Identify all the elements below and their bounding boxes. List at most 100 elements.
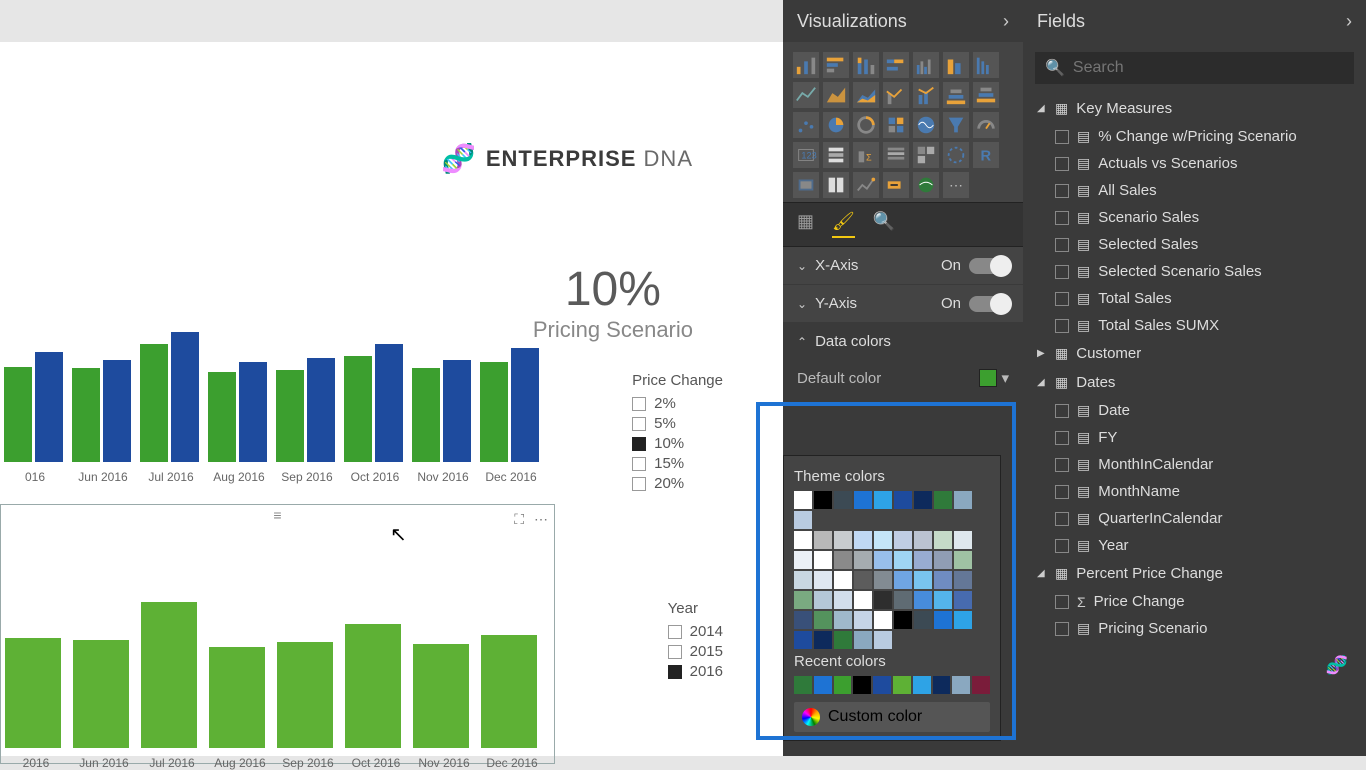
expand-down-icon[interactable]: ◢ xyxy=(1037,568,1047,579)
bar[interactable] xyxy=(72,368,100,462)
bar-group[interactable] xyxy=(73,640,135,748)
focus-mode-icon[interactable]: ⛶ xyxy=(514,511,524,528)
viz-type-icon[interactable] xyxy=(853,82,879,108)
color-swatch[interactable] xyxy=(794,511,812,529)
color-swatch[interactable] xyxy=(814,571,832,589)
field-item[interactable]: ▤Total Sales SUMX xyxy=(1027,312,1362,339)
color-swatch[interactable] xyxy=(814,491,832,509)
bar[interactable] xyxy=(375,344,403,462)
color-swatch[interactable] xyxy=(874,571,892,589)
bar[interactable] xyxy=(277,642,333,748)
bar-group[interactable] xyxy=(5,638,67,748)
color-swatch[interactable] xyxy=(834,571,852,589)
field-item[interactable]: ▤Year xyxy=(1027,532,1362,559)
search-input[interactable] xyxy=(1073,59,1344,77)
viz-type-icon[interactable] xyxy=(853,112,879,138)
bar[interactable] xyxy=(73,640,129,748)
viz-type-icon[interactable] xyxy=(793,112,819,138)
color-swatch[interactable] xyxy=(874,551,892,569)
viz-type-icon[interactable] xyxy=(793,52,819,78)
recent-color-swatch[interactable] xyxy=(814,676,832,694)
field-table[interactable]: ◢▦Key Measures xyxy=(1027,94,1362,123)
color-swatch[interactable] xyxy=(794,531,812,549)
color-swatch[interactable] xyxy=(934,551,952,569)
color-swatch[interactable] xyxy=(954,491,972,509)
bar[interactable] xyxy=(140,344,168,462)
color-swatch[interactable] xyxy=(854,491,872,509)
color-swatch[interactable] xyxy=(874,631,892,649)
toggle-switch[interactable] xyxy=(969,296,1009,312)
slicer-option[interactable]: 2015 xyxy=(668,643,723,660)
viz-type-icon[interactable] xyxy=(883,112,909,138)
expand-down-icon[interactable]: ◢ xyxy=(1037,103,1047,114)
viz-type-icon[interactable] xyxy=(883,172,909,198)
viz-type-icon[interactable] xyxy=(913,142,939,168)
checkbox-icon[interactable] xyxy=(1055,265,1069,279)
bar-group[interactable] xyxy=(4,352,66,462)
color-swatch[interactable] xyxy=(834,531,852,549)
bar[interactable] xyxy=(4,367,32,462)
checkbox-icon[interactable] xyxy=(1055,512,1069,526)
format-section-xaxis[interactable]: ⌄X-Axis On xyxy=(783,247,1023,285)
recent-color-swatch[interactable] xyxy=(853,676,871,694)
color-swatch[interactable] xyxy=(894,531,912,549)
color-swatch[interactable] xyxy=(934,611,952,629)
checkbox-icon[interactable] xyxy=(1055,404,1069,418)
viz-type-icon[interactable] xyxy=(793,82,819,108)
color-swatch[interactable] xyxy=(914,491,932,509)
bar-group[interactable] xyxy=(72,360,134,462)
bar-group[interactable] xyxy=(208,362,270,462)
color-swatch[interactable] xyxy=(874,491,892,509)
recent-color-swatch[interactable] xyxy=(952,676,970,694)
color-swatch[interactable] xyxy=(874,531,892,549)
checkbox-icon[interactable] xyxy=(1055,292,1069,306)
viz-type-icon[interactable]: R xyxy=(973,142,999,168)
color-swatch[interactable] xyxy=(814,611,832,629)
checkbox-icon[interactable] xyxy=(1055,595,1069,609)
bar[interactable] xyxy=(511,348,539,462)
bar-group[interactable] xyxy=(480,348,542,462)
color-swatch[interactable] xyxy=(934,591,952,609)
color-swatch[interactable] xyxy=(814,631,832,649)
format-section-yaxis[interactable]: ⌄Y-Axis On xyxy=(783,285,1023,323)
field-item[interactable]: ▤Actuals vs Scenarios xyxy=(1027,150,1362,177)
bar-group[interactable] xyxy=(413,644,475,748)
color-swatch[interactable] xyxy=(854,571,872,589)
viz-type-icon[interactable] xyxy=(973,52,999,78)
field-item[interactable]: ▤% Change w/Pricing Scenario xyxy=(1027,123,1362,150)
color-swatch[interactable] xyxy=(854,531,872,549)
bar[interactable] xyxy=(141,602,197,748)
selected-visual-frame[interactable]: ≡ ⛶ ⋯ 2016Jun 2016Jul 2016Aug 2016Sep 20… xyxy=(0,504,555,764)
color-swatch[interactable] xyxy=(914,531,932,549)
panel-header-fields[interactable]: Fields › xyxy=(1023,0,1366,42)
color-swatch[interactable] xyxy=(894,611,912,629)
color-swatch[interactable] xyxy=(914,551,932,569)
viz-type-icon[interactable] xyxy=(883,82,909,108)
field-item[interactable]: ▤Selected Scenario Sales xyxy=(1027,258,1362,285)
checkbox-icon[interactable] xyxy=(1055,157,1069,171)
format-section-datacolors[interactable]: ⌃Data colors xyxy=(783,323,1023,361)
checkbox-icon[interactable] xyxy=(632,417,646,431)
bar-group[interactable] xyxy=(344,344,406,462)
color-swatch[interactable] xyxy=(854,591,872,609)
color-swatch[interactable] xyxy=(954,571,972,589)
bar-group[interactable] xyxy=(412,360,474,462)
viz-type-icon[interactable] xyxy=(823,142,849,168)
drag-handle-icon[interactable]: ≡ xyxy=(273,507,281,523)
bar[interactable] xyxy=(345,624,401,748)
color-swatch[interactable] xyxy=(834,591,852,609)
viz-type-icon[interactable] xyxy=(883,142,909,168)
viz-type-icon[interactable] xyxy=(823,82,849,108)
slicer-option[interactable]: 20% xyxy=(632,475,723,492)
viz-type-icon[interactable] xyxy=(823,172,849,198)
color-swatch[interactable] xyxy=(954,551,972,569)
checkbox-icon[interactable] xyxy=(632,457,646,471)
field-item[interactable]: ΣPrice Change xyxy=(1027,588,1362,615)
bar[interactable] xyxy=(307,358,335,462)
color-swatch[interactable] xyxy=(894,551,912,569)
color-swatch[interactable] xyxy=(954,531,972,549)
field-item[interactable]: ▤All Sales xyxy=(1027,177,1362,204)
checkbox-icon[interactable] xyxy=(668,645,682,659)
bar[interactable] xyxy=(413,644,469,748)
checkbox-icon[interactable] xyxy=(1055,319,1069,333)
